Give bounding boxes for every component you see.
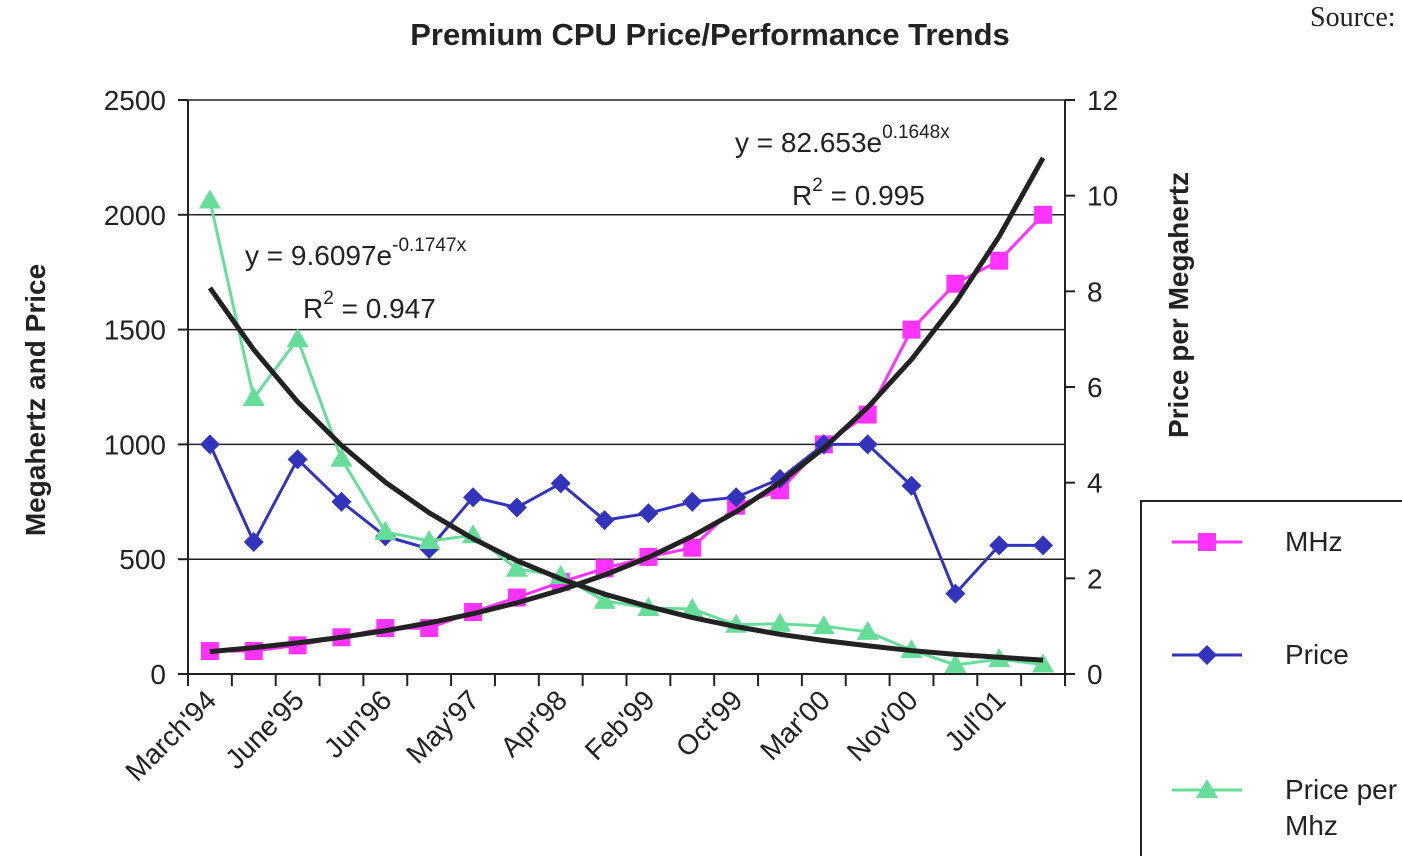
annotation: R2 = 0.995 [792, 175, 925, 211]
annotation: y = 9.6097e-0.1747x [245, 235, 467, 271]
legend-symbols [1172, 533, 1242, 798]
marker [944, 653, 967, 673]
annotation-base: y = 82.653e [735, 127, 882, 158]
marker [331, 491, 352, 512]
marker [462, 524, 485, 544]
legend-label: Price per Mhz [1285, 774, 1398, 841]
series-line [209, 213, 1045, 653]
x-tick-label: May'97 [400, 684, 485, 769]
marker [198, 189, 221, 209]
marker [683, 538, 702, 557]
annotation-after: = 0.995 [823, 180, 925, 211]
marker [550, 473, 571, 494]
marker [1198, 533, 1216, 551]
y-tick-label: 2500 [104, 85, 166, 116]
annotation-sup: -0.1747x [392, 235, 466, 256]
y-tick-label: 2000 [104, 200, 166, 231]
marker [901, 475, 922, 496]
annotation-base: R [303, 293, 323, 324]
y-axis-label: Megahertz and Price [20, 264, 51, 536]
x-tick-label: Feb'99 [579, 684, 661, 766]
marker [1034, 205, 1053, 224]
legend-label: MHz [1285, 526, 1343, 557]
y2-tick-label: 4 [1087, 468, 1103, 499]
y-tick-label: 1500 [104, 315, 166, 346]
marker [330, 447, 353, 467]
marker [638, 503, 659, 524]
x-tick-label: Jul'01 [938, 684, 1011, 757]
annotation-after: = 0.947 [334, 293, 436, 324]
marker [726, 487, 747, 508]
annotation: y = 82.653e0.1648x [735, 122, 950, 158]
marker [902, 320, 921, 339]
marker [1032, 653, 1055, 673]
y2-tick-label: 0 [1087, 659, 1103, 690]
marker [856, 620, 879, 640]
marker [1197, 645, 1217, 665]
marker [945, 583, 966, 604]
marker [594, 510, 615, 531]
annotation-base: y = 9.6097e [245, 240, 392, 271]
trendline [209, 156, 1046, 655]
marker [374, 520, 397, 540]
y2-tick-label: 2 [1087, 563, 1103, 594]
trendline [207, 286, 1044, 663]
marker [505, 557, 528, 577]
chart-title: Premium CPU Price/Performance Trends [410, 17, 1010, 52]
x-tick-label: Nov'00 [841, 684, 924, 767]
y2-axis-label: Price per Megahertz [1163, 172, 1194, 438]
annotation-sup: 2 [812, 175, 823, 196]
y2-tick-label: 10 [1087, 181, 1118, 212]
legend-label: Price [1285, 639, 1349, 670]
annotation: R2 = 0.947 [303, 288, 436, 324]
legend: MHz Price Price per Mhz [1140, 500, 1402, 856]
marker [857, 434, 878, 455]
marker [681, 597, 704, 617]
annotation-base: R [792, 180, 812, 211]
marker [287, 449, 308, 470]
annotation-sup: 2 [323, 288, 334, 309]
marker [1196, 779, 1218, 798]
x-tick-label: Mar'00 [754, 684, 836, 766]
y-tick-label: 1000 [104, 429, 166, 460]
marker [946, 274, 965, 293]
y2-tick-label: 8 [1087, 276, 1103, 307]
series-line [208, 442, 1044, 597]
marker [989, 535, 1010, 556]
x-tick-label: Jun'96 [318, 684, 398, 764]
marker [593, 589, 616, 609]
y-tick-label: 0 [150, 659, 166, 690]
marker [242, 387, 265, 407]
x-tick-label: March'94 [119, 684, 222, 787]
marker [506, 497, 527, 518]
y-tick-label: 500 [119, 544, 166, 575]
series-line [208, 200, 1044, 667]
x-tick-label: Apr'98 [494, 684, 573, 763]
marker [243, 531, 264, 552]
y2-tick-label: 12 [1087, 85, 1118, 116]
marker [463, 487, 484, 508]
marker [768, 612, 791, 632]
marker [682, 491, 703, 512]
marker [1033, 535, 1054, 556]
marker [286, 328, 309, 348]
source: Source: [1310, 2, 1396, 33]
marker [812, 615, 835, 635]
x-tick-label: June'95 [219, 684, 310, 775]
annotation-sup: 0.1648x [882, 122, 950, 143]
x-tick-label: Oct'99 [670, 684, 749, 763]
marker [990, 251, 1009, 270]
y2-tick-label: 6 [1087, 372, 1103, 403]
marker [418, 530, 441, 550]
marker [199, 434, 220, 455]
